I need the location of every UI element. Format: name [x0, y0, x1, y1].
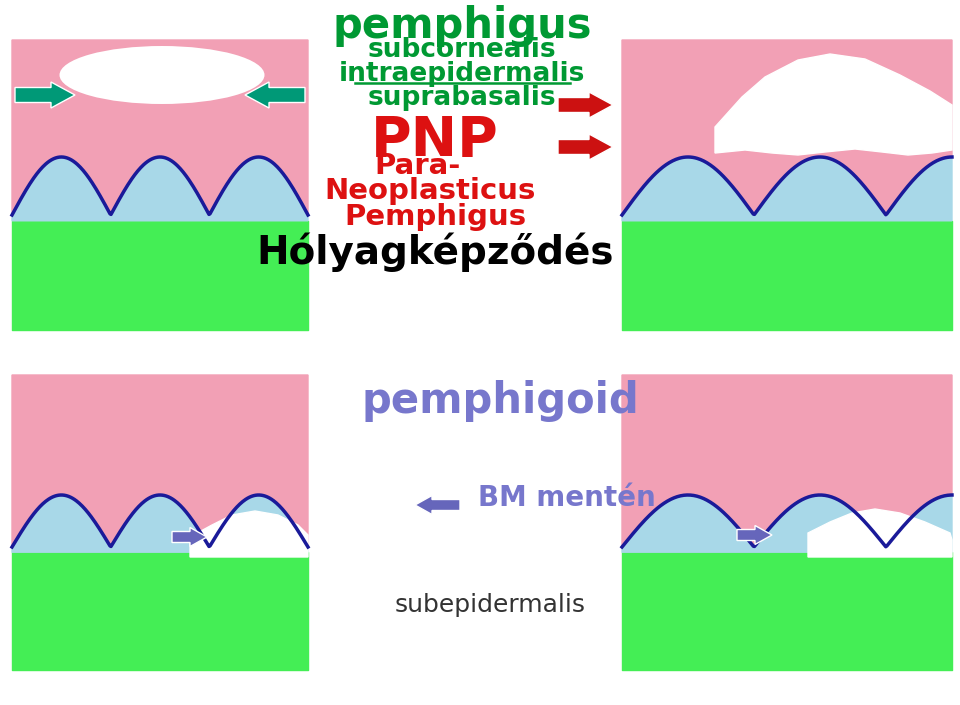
FancyArrow shape: [558, 134, 613, 160]
Polygon shape: [622, 375, 952, 547]
Polygon shape: [622, 495, 952, 552]
Text: Para-: Para-: [374, 152, 461, 180]
Text: subepidermalis: subepidermalis: [395, 593, 586, 617]
Text: pemphigus: pemphigus: [332, 5, 591, 47]
Polygon shape: [12, 157, 308, 221]
Polygon shape: [12, 375, 308, 547]
Text: suprabasalis: suprabasalis: [368, 85, 556, 111]
FancyArrow shape: [737, 525, 772, 544]
Polygon shape: [12, 40, 308, 215]
Text: Pemphigus: Pemphigus: [344, 203, 526, 231]
Text: PNP: PNP: [372, 114, 499, 168]
Text: intraepidermalis: intraepidermalis: [339, 61, 586, 87]
FancyArrow shape: [245, 82, 305, 108]
Text: pemphigoid: pemphigoid: [361, 380, 638, 422]
Polygon shape: [622, 157, 952, 221]
Ellipse shape: [60, 46, 265, 104]
Text: BM mentén: BM mentén: [478, 484, 656, 512]
Text: subcornealis: subcornealis: [368, 37, 556, 63]
Text: Hólyagképződés: Hólyagképződés: [256, 233, 613, 273]
FancyArrow shape: [172, 527, 207, 546]
FancyArrow shape: [558, 92, 613, 118]
Polygon shape: [622, 40, 952, 215]
FancyArrow shape: [15, 82, 75, 108]
Polygon shape: [12, 495, 308, 552]
Text: Neoplasticus: Neoplasticus: [324, 177, 536, 205]
Polygon shape: [190, 511, 308, 557]
FancyArrow shape: [415, 496, 460, 515]
Polygon shape: [808, 509, 952, 557]
Polygon shape: [715, 54, 952, 155]
